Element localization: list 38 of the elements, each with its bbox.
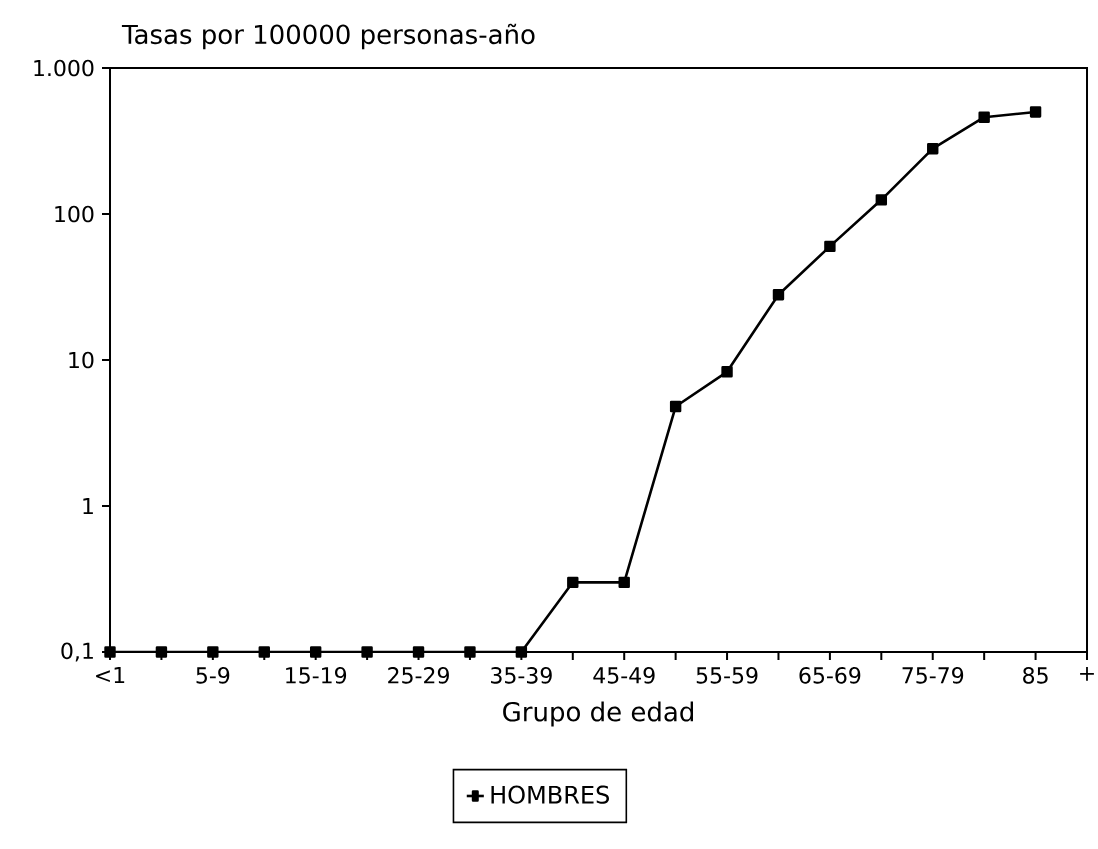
y-tick-label: 1.000 bbox=[34, 59, 94, 77]
x-tick-label: 65-69 bbox=[799, 667, 861, 684]
x-tick-label: 15-19 bbox=[286, 667, 347, 684]
y-tick-label: 10 bbox=[69, 351, 94, 369]
y-tick-label: 1 bbox=[83, 497, 93, 515]
x-tick-label: 85 bbox=[1023, 667, 1048, 684]
y-axis-title: Tasas por 100000 personas-año bbox=[121, 23, 535, 50]
point bbox=[669, 400, 682, 413]
x-tick-label: 75-79 bbox=[902, 667, 964, 684]
x-tick-label: + bbox=[1080, 667, 1094, 681]
legend-label: HOMBRES bbox=[491, 785, 609, 804]
x-tick-label: 45-49 bbox=[593, 667, 655, 684]
y-tick-label: 100 bbox=[55, 205, 94, 223]
x-tick-label: 5-9 bbox=[196, 667, 230, 684]
point bbox=[927, 143, 939, 155]
x-tick-label: 25-29 bbox=[388, 667, 449, 684]
point bbox=[824, 240, 836, 253]
point bbox=[258, 646, 270, 658]
x-axis-title: Grupo de edad bbox=[503, 701, 693, 727]
point bbox=[464, 646, 476, 658]
point bbox=[567, 576, 579, 589]
point bbox=[875, 194, 888, 206]
point bbox=[412, 646, 425, 658]
x-tick-label: 35-39 bbox=[491, 667, 552, 684]
point bbox=[207, 646, 219, 658]
point bbox=[361, 646, 373, 658]
point bbox=[618, 576, 630, 589]
point bbox=[515, 646, 528, 658]
point bbox=[772, 289, 785, 301]
point bbox=[104, 646, 116, 658]
point bbox=[978, 111, 990, 123]
point bbox=[309, 646, 322, 658]
x-tick-label: 55-59 bbox=[696, 667, 758, 684]
x-tick-label: <1 bbox=[96, 667, 125, 684]
point bbox=[155, 646, 168, 658]
point bbox=[1029, 106, 1042, 118]
point bbox=[721, 366, 733, 378]
y-tick-label: 0,1 bbox=[61, 642, 93, 662]
